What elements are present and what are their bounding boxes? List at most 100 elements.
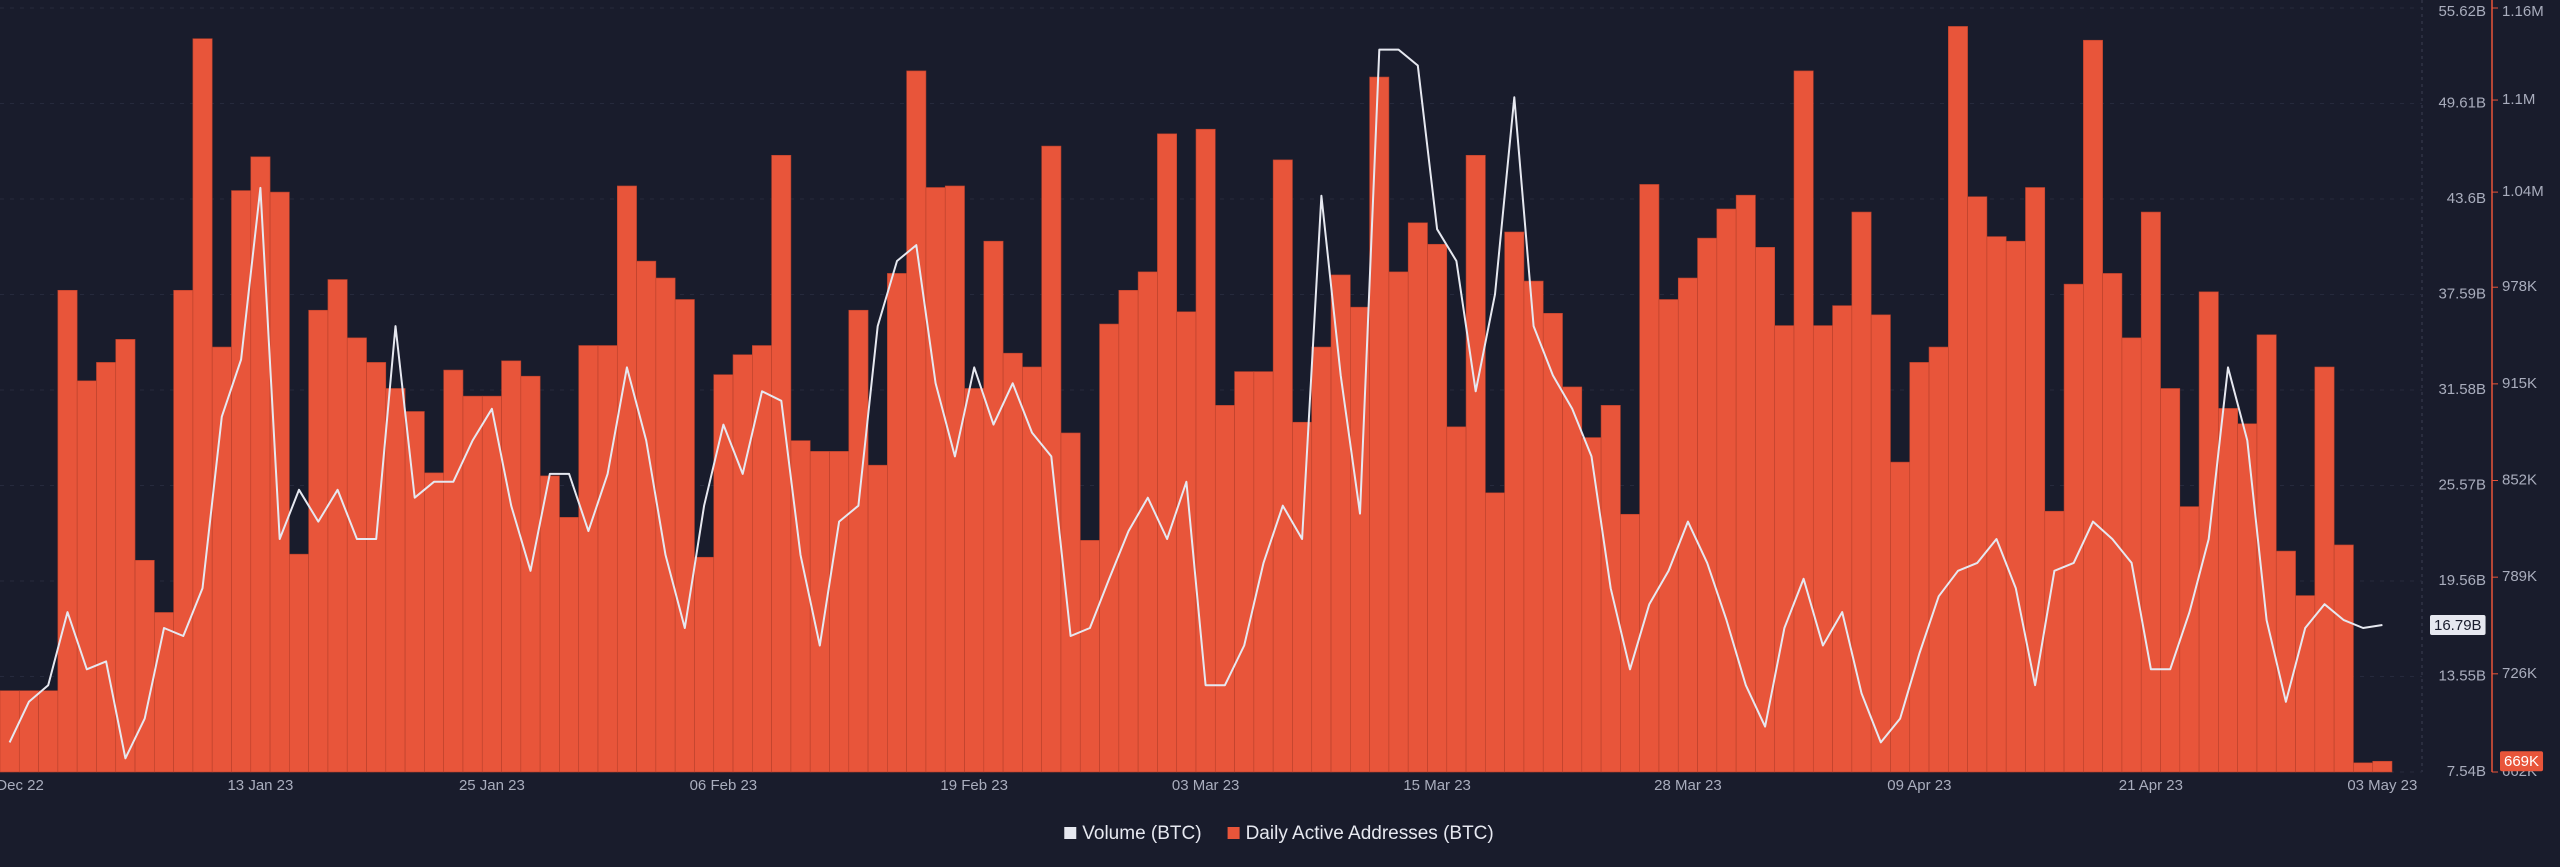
y-tick-label: 13.55B <box>2438 667 2486 684</box>
bar <box>906 70 927 773</box>
bar <box>1870 314 1891 773</box>
bar <box>1697 237 1718 773</box>
bar <box>1272 159 1293 773</box>
bar <box>2140 211 2161 773</box>
bar <box>1176 311 1197 773</box>
bar <box>2005 240 2026 773</box>
bar <box>404 411 425 773</box>
bar <box>2372 760 2393 773</box>
bar <box>231 190 252 773</box>
bar <box>1002 352 1023 773</box>
bar <box>2102 273 2123 773</box>
y2-tick-label: 1.04M <box>2502 183 2544 200</box>
bar <box>1311 346 1332 773</box>
bar <box>2333 544 2354 773</box>
bar <box>2295 595 2316 773</box>
y2-tick-label: 1.16M <box>2502 3 2544 20</box>
bar <box>1909 362 1930 773</box>
bar <box>655 277 676 773</box>
bar <box>1986 236 2007 773</box>
bar <box>1388 271 1409 773</box>
y2-tick-label: 726K <box>2502 665 2537 682</box>
x-tick-label: 06 Feb 23 <box>690 777 758 794</box>
current-value-badge: 16.79B <box>2430 615 2486 636</box>
y-tick-label: 55.62B <box>2438 3 2486 20</box>
bar <box>289 553 309 773</box>
bar <box>752 345 772 773</box>
bar <box>38 690 59 773</box>
bar <box>1851 211 1872 773</box>
y2-tick-label: 789K <box>2502 568 2537 585</box>
x-tick-label: 19 Feb 23 <box>940 777 1008 794</box>
bar <box>2025 187 2046 773</box>
bar <box>1774 325 1795 773</box>
x-tick-label: 31 Dec 22 <box>0 777 44 794</box>
bar <box>964 388 985 773</box>
y2-tick-label: 852K <box>2502 471 2537 488</box>
bar <box>2063 283 2084 773</box>
bar <box>269 191 290 773</box>
bar <box>2218 408 2238 773</box>
bar <box>1523 280 1544 773</box>
bar <box>1677 277 1698 773</box>
legend-label: Daily Active Addresses (BTC) <box>1246 823 1494 844</box>
bar <box>57 289 78 773</box>
bar <box>1157 133 1178 773</box>
bar <box>1079 540 1100 773</box>
bar <box>2083 39 2103 773</box>
bar <box>1234 371 1255 773</box>
bar <box>1407 222 1428 773</box>
bar <box>211 346 232 773</box>
badge-box <box>2500 751 2544 772</box>
bar <box>1350 306 1370 773</box>
bar <box>867 464 888 773</box>
bar <box>944 185 965 773</box>
bar <box>424 472 444 773</box>
x-tick-label: 15 Mar 23 <box>1403 777 1471 794</box>
bar <box>2275 550 2296 773</box>
bar <box>1099 323 1120 773</box>
current-value-badge: 669K <box>2500 751 2544 772</box>
bar <box>520 375 541 773</box>
bar <box>1639 184 1660 773</box>
bar <box>2044 510 2065 773</box>
bar <box>1812 325 1833 773</box>
bar <box>443 369 464 773</box>
y-tick-label: 31.58B <box>2438 381 2486 398</box>
bar <box>925 187 946 773</box>
y-tick-label: 7.54B <box>2447 763 2486 780</box>
bar <box>1253 371 1274 773</box>
bar <box>346 337 367 773</box>
bar <box>1542 312 1563 773</box>
bar <box>1832 305 1853 773</box>
x-tick-label: 28 Mar 23 <box>1654 777 1722 794</box>
bar <box>308 309 329 773</box>
legend-label: Volume (BTC) <box>1082 823 1201 844</box>
line <box>8 48 2383 760</box>
bar <box>1562 386 1583 773</box>
y-tick-label: 43.6B <box>2447 190 2486 207</box>
bar <box>0 690 20 773</box>
bar <box>2353 762 2374 773</box>
y2-tick-label: 978K <box>2502 278 2537 295</box>
bar <box>1465 154 1486 773</box>
bar <box>1928 346 1949 773</box>
bar <box>1214 405 1235 773</box>
bar <box>1504 231 1525 773</box>
bar <box>154 612 174 773</box>
bar <box>732 354 753 773</box>
y2-tick-label: 1.1M <box>2502 91 2535 108</box>
bar <box>674 299 695 773</box>
bar <box>173 289 194 773</box>
bar <box>501 360 522 773</box>
bar <box>96 362 117 773</box>
bar <box>327 279 348 773</box>
bar <box>1427 243 1448 773</box>
bar <box>1485 492 1505 773</box>
legend: Volume (BTC) Daily Active Addresses (BTC) <box>1064 823 1494 844</box>
bar <box>1330 274 1351 773</box>
bar <box>1967 196 1988 773</box>
legend-swatch <box>1064 827 1077 839</box>
bar <box>539 475 560 773</box>
